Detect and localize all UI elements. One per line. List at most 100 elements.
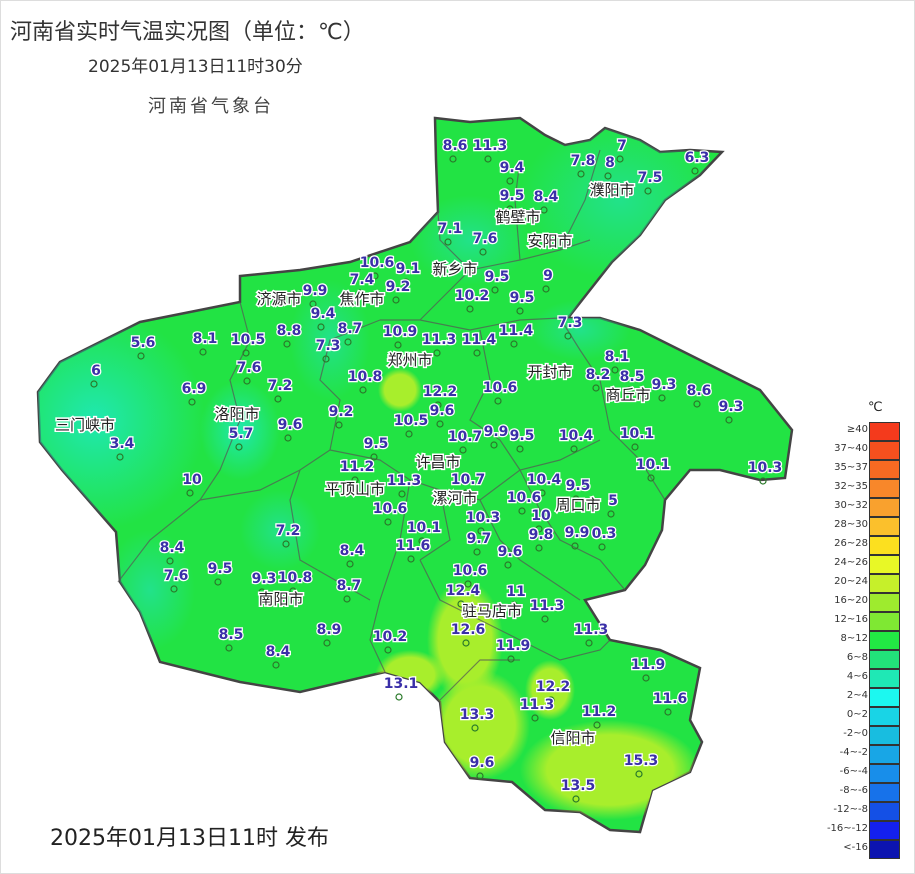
legend-label: -16~-12 [826,823,868,834]
station-dot [518,507,526,515]
station-dot [322,355,330,363]
station-marker: 7.3 [314,337,342,363]
station-dot [547,696,555,704]
legend-label: 37~40 [834,443,868,454]
station-marker: 7.6 [235,359,263,385]
station-temperature: 12.4 [446,583,481,599]
station-temperature: 9.5 [500,188,525,204]
station-dot [235,443,243,451]
legend-label: -8~-6 [839,785,868,796]
station-temperature: 10.8 [278,570,313,586]
station-temperature: 10.6 [507,490,542,506]
station-dot [616,155,624,163]
station-dot [691,167,699,175]
station-dot [642,674,650,682]
city-label: 开封市 [527,363,572,381]
station-marker: 11.3 [471,137,509,163]
station-dot [570,445,578,453]
legend-item: 16~20 [818,593,913,612]
publish-time: 2025年01月13日11时 发布 [50,826,329,851]
station-marker: 12.4 [444,582,482,608]
station-marker: 8.6 [441,137,469,163]
station-marker: 10.6 [505,489,543,515]
legend-item: 12~16 [818,612,913,631]
station-dot [243,377,251,385]
city-border [514,159,521,261]
station-marker: 9.4 [498,159,526,185]
station-temperature: 11.9 [631,657,666,673]
station-marker: 10.8 [346,368,384,394]
station-dot [309,300,317,308]
station-temperature: 8.1 [193,331,218,347]
station-temperature: 6.3 [685,150,710,166]
station-dot [541,615,549,623]
station-temperature: 10.1 [620,426,655,442]
station-dot [170,585,178,593]
station-marker: 10.6 [371,500,409,526]
legend-item: 0~2 [818,707,913,726]
legend-label: 32~35 [834,481,868,492]
station-marker: 9.5 [508,427,536,453]
station-marker: 8.5 [217,626,245,652]
station-temperature: 10 [531,508,551,524]
station-dot [459,446,467,454]
station-temperature: 7.1 [438,221,463,237]
legend-swatch [869,802,900,821]
station-dot [317,323,325,331]
city-border [419,559,611,661]
station-marker: 6 [90,362,102,388]
station-temperature: 12.2 [536,679,571,695]
station-temperature: 13.3 [460,707,495,723]
station-temperature: 3.4 [110,436,135,452]
station-marker: 8.1 [603,348,631,374]
city-border [117,449,331,583]
station-marker: 13.1 [382,675,420,701]
map-title: 河南省实时气温实况图（单位：℃） [10,20,365,45]
station-dot [282,540,290,548]
legend-label: 2~4 [846,690,868,701]
legend-label: <-16 [843,842,868,853]
station-marker: 9.6 [276,416,304,442]
station-dot [343,595,351,603]
station-temperature: 10.4 [559,428,594,444]
station-dot [535,525,543,533]
legend-swatch [869,593,900,612]
station-temperature: 0.3 [592,526,617,542]
station-dot [284,434,292,442]
station-temperature: 9.5 [510,428,535,444]
legend-item: ≥40 [818,422,913,441]
station-marker: 8.1 [191,330,219,356]
station-temperature: 9.6 [430,403,455,419]
legend-label: -2~0 [843,728,868,739]
station-temperature: 9.5 [510,290,535,306]
station-dot [477,527,485,535]
station-temperature: 11.4 [499,323,534,339]
station-dot [506,205,514,213]
city-border [419,239,591,321]
station-dot [585,639,593,647]
station-dot [462,489,470,497]
station-marker: 9.4 [309,305,337,331]
station-temperature: 7.5 [638,170,663,186]
station-dot [644,187,652,195]
station-marker: 10.1 [618,425,656,451]
city-border [329,439,601,501]
station-dot [405,430,413,438]
station-temperature: 10.2 [455,288,490,304]
legend-swatch [869,498,900,517]
station-marker: 8.4 [264,643,292,669]
city-label: 商丘市 [605,386,650,404]
station-dot [491,286,499,294]
station-dot [466,305,474,313]
station-dot [116,453,124,461]
city-border [199,301,251,501]
station-marker: 10.3 [746,459,784,485]
station-marker: 13.5 [559,777,597,803]
station-dot [436,420,444,428]
station-temperature: 7.2 [268,378,293,394]
station-marker: 10.6 [358,254,396,280]
station-marker: 8.4 [532,188,560,214]
station-dot [434,401,442,409]
legend-label: 30~32 [834,500,868,511]
station-marker: 11.6 [394,537,432,563]
